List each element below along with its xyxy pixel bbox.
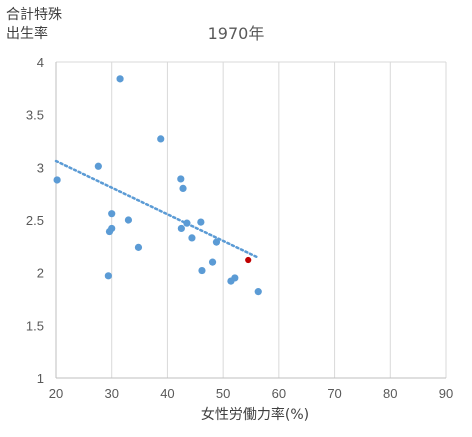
- data-point: [183, 219, 191, 227]
- data-point: [116, 75, 124, 83]
- y-tick-label: 1.5: [26, 318, 44, 333]
- x-axis-title: 女性労働力率(%): [200, 407, 310, 423]
- data-point: [188, 234, 196, 242]
- data-point: [227, 277, 235, 285]
- x-tick-label: 90: [439, 386, 453, 401]
- y-tick-label: 2.5: [26, 213, 44, 228]
- data-point: [198, 266, 206, 275]
- x-tick-label: 20: [49, 386, 63, 401]
- data-point-highlighted: [244, 255, 253, 265]
- data-point: [254, 288, 262, 296]
- tick-labels: 20 30 40 50 60 70 80 90 1 1.5 2 2.5 3 3.5 4: [26, 55, 453, 401]
- data-point: [197, 218, 205, 226]
- data-point: [105, 227, 114, 236]
- y-axis-title-line-2: 出生率: [6, 26, 48, 42]
- data-points: [53, 75, 262, 296]
- data-point: [94, 162, 102, 170]
- data-point: [108, 210, 116, 218]
- trendline-layer: [54, 159, 258, 259]
- data-point: [179, 184, 187, 192]
- data-point: [208, 258, 217, 266]
- y-tick-label: 3: [37, 160, 44, 175]
- data-point: [177, 224, 185, 233]
- data-point: [124, 216, 133, 224]
- axes: [55, 62, 446, 379]
- data-point: [53, 176, 61, 184]
- y-tick-label: 4: [37, 55, 44, 70]
- x-tick-label: 60: [272, 386, 286, 401]
- data-point: [157, 135, 165, 143]
- y-axis-title: 合計特殊 出生率: [6, 6, 62, 44]
- x-tick-label: 50: [216, 386, 230, 401]
- data-point: [104, 272, 112, 280]
- data-point: [212, 238, 221, 246]
- y-axis-title-line-1: 合計特殊: [6, 7, 62, 23]
- y-tick-label: 1: [37, 371, 44, 386]
- data-point: [177, 175, 185, 183]
- x-tick-label: 30: [104, 386, 118, 401]
- data-point: [134, 243, 143, 251]
- x-tick-label: 70: [327, 386, 341, 401]
- x-tick-label: 40: [160, 386, 174, 401]
- gridlines: [56, 61, 447, 378]
- chart-title: 1970年: [207, 24, 265, 43]
- y-tick-label: 3.5: [26, 108, 44, 123]
- y-tick-label: 2: [37, 266, 44, 281]
- trendline: [54, 159, 258, 259]
- x-tick-label: 80: [383, 386, 397, 401]
